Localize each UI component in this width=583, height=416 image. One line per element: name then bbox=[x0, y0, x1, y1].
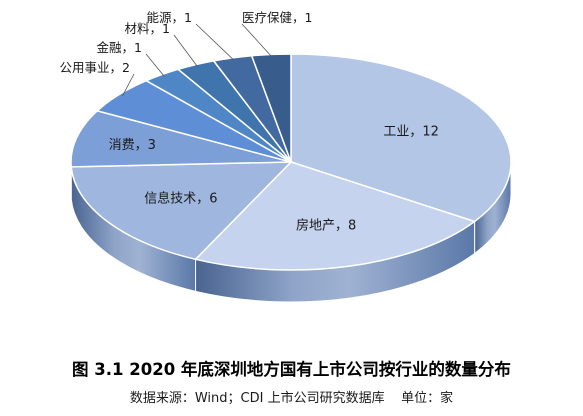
source-note: 数据来源：Wind；CDI 上市公司研究数据库 单位：家 bbox=[129, 391, 454, 406]
slice-label-能源: 能源，1 bbox=[147, 10, 192, 25]
leader-line-材料 bbox=[173, 34, 198, 67]
slice-label-公用事业: 公用事业，2 bbox=[60, 60, 130, 75]
slice-label-医疗保健: 医疗保健，1 bbox=[242, 10, 312, 25]
slice-label-工业: 工业，12 bbox=[383, 124, 439, 139]
pie-slice-医疗保健 bbox=[250, 53, 292, 163]
slice-label-材料: 材料，1 bbox=[125, 21, 170, 36]
leader-line-医疗保健 bbox=[241, 23, 272, 57]
leader-line-能源 bbox=[195, 23, 234, 61]
slice-label-消费: 消费，3 bbox=[109, 138, 156, 153]
pie-labels: 工业，12 房地产，8 信息技术，6 消费，3 公用事业，2 金融，1 材料，1能源，1 医疗… bbox=[60, 10, 439, 233]
pie-top bbox=[70, 53, 512, 271]
leader-line-公用事业 bbox=[122, 73, 135, 97]
slice-label-金融: 金融，1 bbox=[97, 40, 142, 55]
pie-chart: 工业，12 房地产，8 信息技术，6 消费，3 公用事业，2 金融，1 材料，1能源，1 医疗… bbox=[60, 10, 512, 303]
pie-slice-信息技术 bbox=[70, 161, 293, 261]
slice-label-信息技术: 信息技术，6 bbox=[144, 191, 217, 207]
pie-slice-消费 bbox=[70, 109, 292, 168]
slice-label-房地产: 房地产，8 bbox=[296, 217, 356, 233]
chart-title: 图 3.1 2020 年底深圳地方国有上市公司按行业的数量分布 bbox=[72, 360, 511, 379]
leader-line-金融 bbox=[145, 53, 165, 77]
